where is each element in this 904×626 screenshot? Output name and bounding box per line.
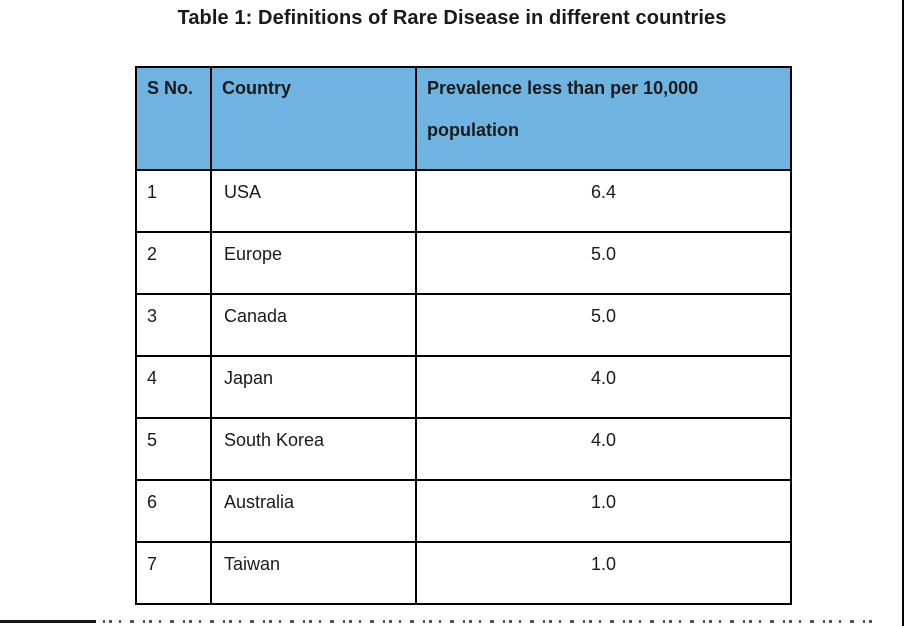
country-cell: Australia xyxy=(210,479,417,543)
prevalence-cell: 5.0 xyxy=(415,231,792,295)
prevalence-cell: 1.0 xyxy=(415,541,792,605)
table-row: 5 South Korea 4.0 xyxy=(135,417,792,481)
table-row: 4 Japan 4.0 xyxy=(135,355,792,419)
clipped-caption-bar xyxy=(0,620,96,623)
sno-cell: 5 xyxy=(135,417,212,481)
prevalence-cell: 5.0 xyxy=(415,293,792,357)
prevalence-cell: 4.0 xyxy=(415,355,792,419)
table-row: 2 Europe 5.0 xyxy=(135,231,792,295)
country-cell: Japan xyxy=(210,355,417,419)
header-row: S No. Country Prevalence less than per 1… xyxy=(135,66,792,171)
header-prevalence: Prevalence less than per 10,000 populati… xyxy=(415,66,792,171)
country-cell: Canada xyxy=(210,293,417,357)
prevalence-cell: 4.0 xyxy=(415,417,792,481)
country-cell: South Korea xyxy=(210,417,417,481)
clipped-caption-fragments xyxy=(103,620,875,623)
sno-cell: 3 xyxy=(135,293,212,357)
header-sno: S No. xyxy=(135,66,212,171)
table-title: Table 1: Definitions of Rare Disease in … xyxy=(177,7,727,29)
table-row: 7 Taiwan 1.0 xyxy=(135,541,792,605)
table-row: 3 Canada 5.0 xyxy=(135,293,792,357)
prevalence-cell: 6.4 xyxy=(415,169,792,233)
page-edge-line xyxy=(902,0,904,626)
sno-cell: 6 xyxy=(135,479,212,543)
header-country: Country xyxy=(210,66,417,171)
header-prevalence-line1: Prevalence less than per 10,000 xyxy=(427,78,699,98)
rare-disease-definitions-table: S No. Country Prevalence less than per 1… xyxy=(135,66,792,605)
sno-cell: 4 xyxy=(135,355,212,419)
country-cell: Europe xyxy=(210,231,417,295)
sno-cell: 2 xyxy=(135,231,212,295)
country-cell: USA xyxy=(210,169,417,233)
table-row: 6 Australia 1.0 xyxy=(135,479,792,543)
sno-cell: 7 xyxy=(135,541,212,605)
prevalence-cell: 1.0 xyxy=(415,479,792,543)
header-prevalence-line2: population xyxy=(427,120,519,140)
sno-cell: 1 xyxy=(135,169,212,233)
table-row: 1 USA 6.4 xyxy=(135,169,792,233)
country-cell: Taiwan xyxy=(210,541,417,605)
